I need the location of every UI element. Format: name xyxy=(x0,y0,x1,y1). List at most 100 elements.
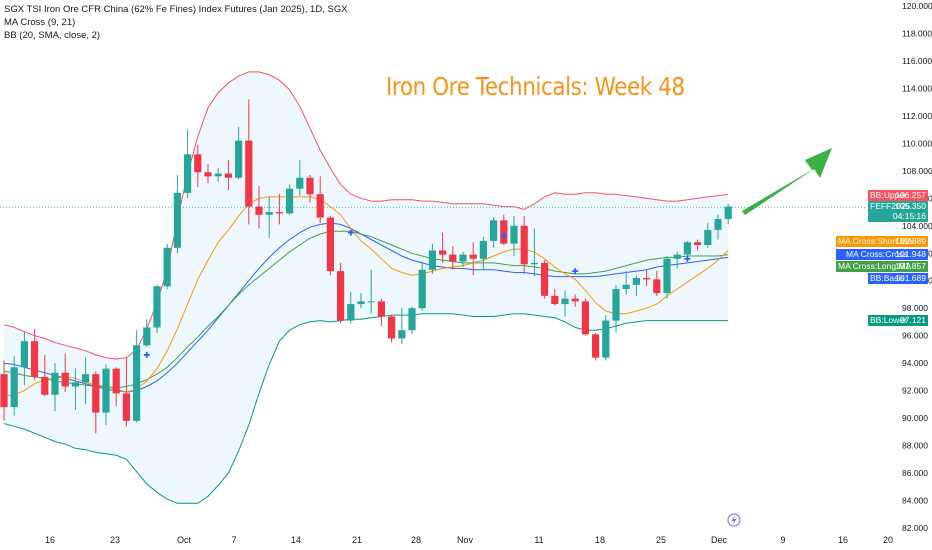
candle xyxy=(724,203,732,225)
candle-body xyxy=(31,341,39,377)
time-tick-label: 28 xyxy=(411,535,421,545)
candle xyxy=(367,269,375,314)
candle-body xyxy=(551,295,559,305)
cross-marker xyxy=(143,351,150,358)
candle-body xyxy=(428,250,436,270)
candle xyxy=(133,330,141,423)
bb-basis-tag-name: BB:Basis xyxy=(870,273,905,283)
ma-long-tag-name: MA Cross:Long MA xyxy=(838,261,912,271)
price-tick-label: 104.000 xyxy=(902,221,932,231)
candle xyxy=(255,185,263,229)
candle xyxy=(357,293,365,309)
candle xyxy=(286,184,294,215)
candle xyxy=(632,275,640,296)
candle xyxy=(184,129,192,199)
ma-cross-indicator-label[interactable]: MA Cross (9, 21) xyxy=(4,17,76,28)
candle xyxy=(337,262,345,324)
price-tick-label: 90.000 xyxy=(902,413,928,423)
price-tick-label: 120.000 xyxy=(902,1,932,11)
symbol-description[interactable]: SGX TSI Iron Ore CFR China (62% Fe Fines… xyxy=(4,4,348,15)
ma-cross-tag-name: MA Cross:Cross xyxy=(846,249,908,259)
candle-body xyxy=(469,254,477,259)
last-price-tag-name: FEFF2025 xyxy=(870,201,911,211)
price-tick-label: 98.000 xyxy=(902,303,928,313)
candle xyxy=(102,364,110,425)
time-tick-label: 20 xyxy=(883,535,893,545)
candle xyxy=(143,319,151,347)
time-tick-label: 21 xyxy=(352,535,362,545)
candle xyxy=(51,363,59,412)
candle xyxy=(622,271,630,295)
candle-body xyxy=(112,368,120,394)
price-tick-label: 114.000 xyxy=(902,83,932,93)
candle xyxy=(194,144,202,188)
bb-lower-tag-name: BB:Lower xyxy=(870,315,907,325)
candle-body xyxy=(581,301,589,335)
candle-body xyxy=(133,345,141,421)
time-tick-label: Nov xyxy=(457,535,474,545)
candle-body xyxy=(184,154,192,193)
candle xyxy=(112,367,120,406)
candle-body xyxy=(418,269,426,309)
bb-indicator-label[interactable]: BB (20, SMA, close, 2) xyxy=(4,30,101,41)
ma-cross-markers xyxy=(143,229,691,358)
candle-body xyxy=(275,212,283,214)
candle xyxy=(704,223,712,248)
ma-short-tag-name: MA Cross:Short MA xyxy=(838,236,913,246)
candle-body xyxy=(316,194,324,218)
price-tick-label: 116.000 xyxy=(902,56,932,66)
ma-short-tag: MA Cross:Short MA 102.889 xyxy=(836,236,928,247)
candle xyxy=(326,216,334,276)
candle xyxy=(653,271,661,296)
price-tick-label: 118.000 xyxy=(902,28,932,38)
ma-cross-tag-value: 101.948 xyxy=(895,249,926,259)
candle xyxy=(643,269,651,287)
candle-body xyxy=(235,140,243,178)
price-tick-label: 84.000 xyxy=(902,496,928,506)
time-tick-label: 7 xyxy=(231,535,236,545)
bb-lower-tag: BB:Lower 97.121 xyxy=(868,315,928,326)
candle xyxy=(398,308,406,344)
price-tick-label: 108.000 xyxy=(902,166,932,176)
candle-body xyxy=(530,262,538,265)
candle xyxy=(602,315,610,361)
candle xyxy=(490,217,498,248)
time-tick-label: 9 xyxy=(780,535,785,545)
candle-body xyxy=(286,188,294,214)
candle xyxy=(306,174,314,203)
candle-body xyxy=(500,220,508,244)
bb-upper-line xyxy=(3,71,729,360)
candle-body xyxy=(357,301,365,305)
candle xyxy=(41,354,49,397)
price-tick-label: 96.000 xyxy=(902,331,928,341)
candle xyxy=(265,196,273,239)
lightning-icon[interactable] xyxy=(727,513,741,527)
time-tick-label: 23 xyxy=(110,535,120,545)
candle xyxy=(571,294,579,307)
candle-body xyxy=(61,372,69,387)
candle xyxy=(316,176,324,224)
candle xyxy=(520,216,528,274)
price-tick-label: 88.000 xyxy=(902,441,928,451)
candle-body xyxy=(388,316,396,339)
bb-band-fill xyxy=(4,71,729,504)
candle xyxy=(541,260,549,299)
candle-body xyxy=(337,271,345,321)
candle-body xyxy=(479,240,487,259)
cross-marker xyxy=(684,255,691,262)
bb-upper-tag-name: BB:Upper xyxy=(870,190,907,200)
candle-body xyxy=(347,304,355,321)
candle-body xyxy=(520,225,528,265)
candle-body xyxy=(265,212,273,215)
candle-body xyxy=(694,242,702,246)
cross-marker xyxy=(347,229,354,236)
time-tick-label: 11 xyxy=(534,535,543,545)
candle-body xyxy=(10,367,18,408)
candle-body xyxy=(326,217,334,272)
candle xyxy=(61,353,69,393)
time-tick-label: 25 xyxy=(656,535,666,545)
candle xyxy=(20,331,28,386)
price-tick-label: 94.000 xyxy=(902,358,928,368)
candle xyxy=(82,357,90,405)
